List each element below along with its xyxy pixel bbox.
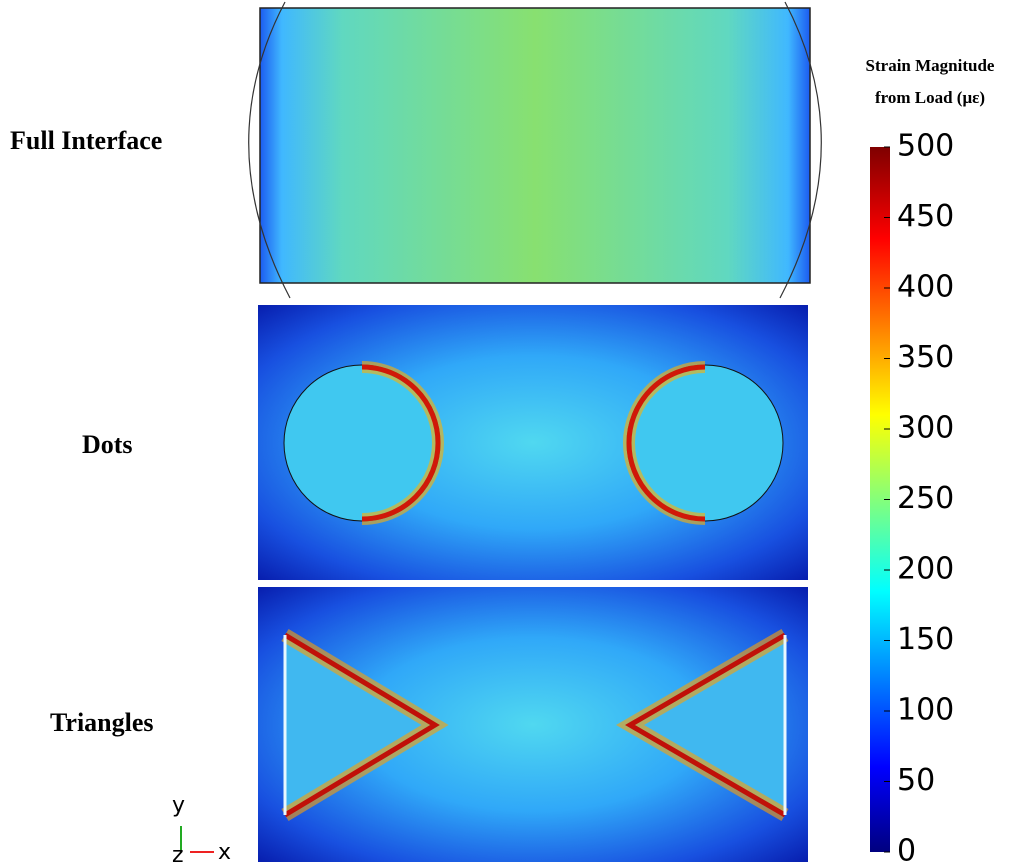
tick-label: 50 xyxy=(897,763,935,798)
tick-label: 300 xyxy=(897,411,954,446)
tick-label: 450 xyxy=(897,199,954,234)
colorbar-title: from Load (με) xyxy=(875,88,985,107)
triad-label: z xyxy=(172,843,184,867)
panel-label: Full Interface xyxy=(10,126,162,155)
heatmap xyxy=(260,8,810,283)
panel-label: Dots xyxy=(82,430,133,459)
figure: Full Interface Dots Triangles Strain Mag… xyxy=(0,0,1029,867)
axes-triad: y z x xyxy=(172,793,231,867)
tick-label: 400 xyxy=(897,270,954,305)
tick-label: 150 xyxy=(897,622,954,657)
tick-label: 200 xyxy=(897,552,954,587)
tick-label: 0 xyxy=(897,834,916,867)
tick-label: 350 xyxy=(897,340,954,375)
colorbar-title: Strain Magnitude xyxy=(866,56,995,75)
triad-label: x xyxy=(218,840,231,865)
panel-triangles xyxy=(258,587,808,862)
tick-label: 500 xyxy=(897,129,954,164)
triad-label: y xyxy=(172,793,185,818)
panel-label: Triangles xyxy=(50,708,154,737)
tick-label: 100 xyxy=(897,693,954,728)
panel-dots xyxy=(258,305,808,580)
panel-full-interface xyxy=(249,2,822,298)
tick-label: 250 xyxy=(897,481,954,516)
